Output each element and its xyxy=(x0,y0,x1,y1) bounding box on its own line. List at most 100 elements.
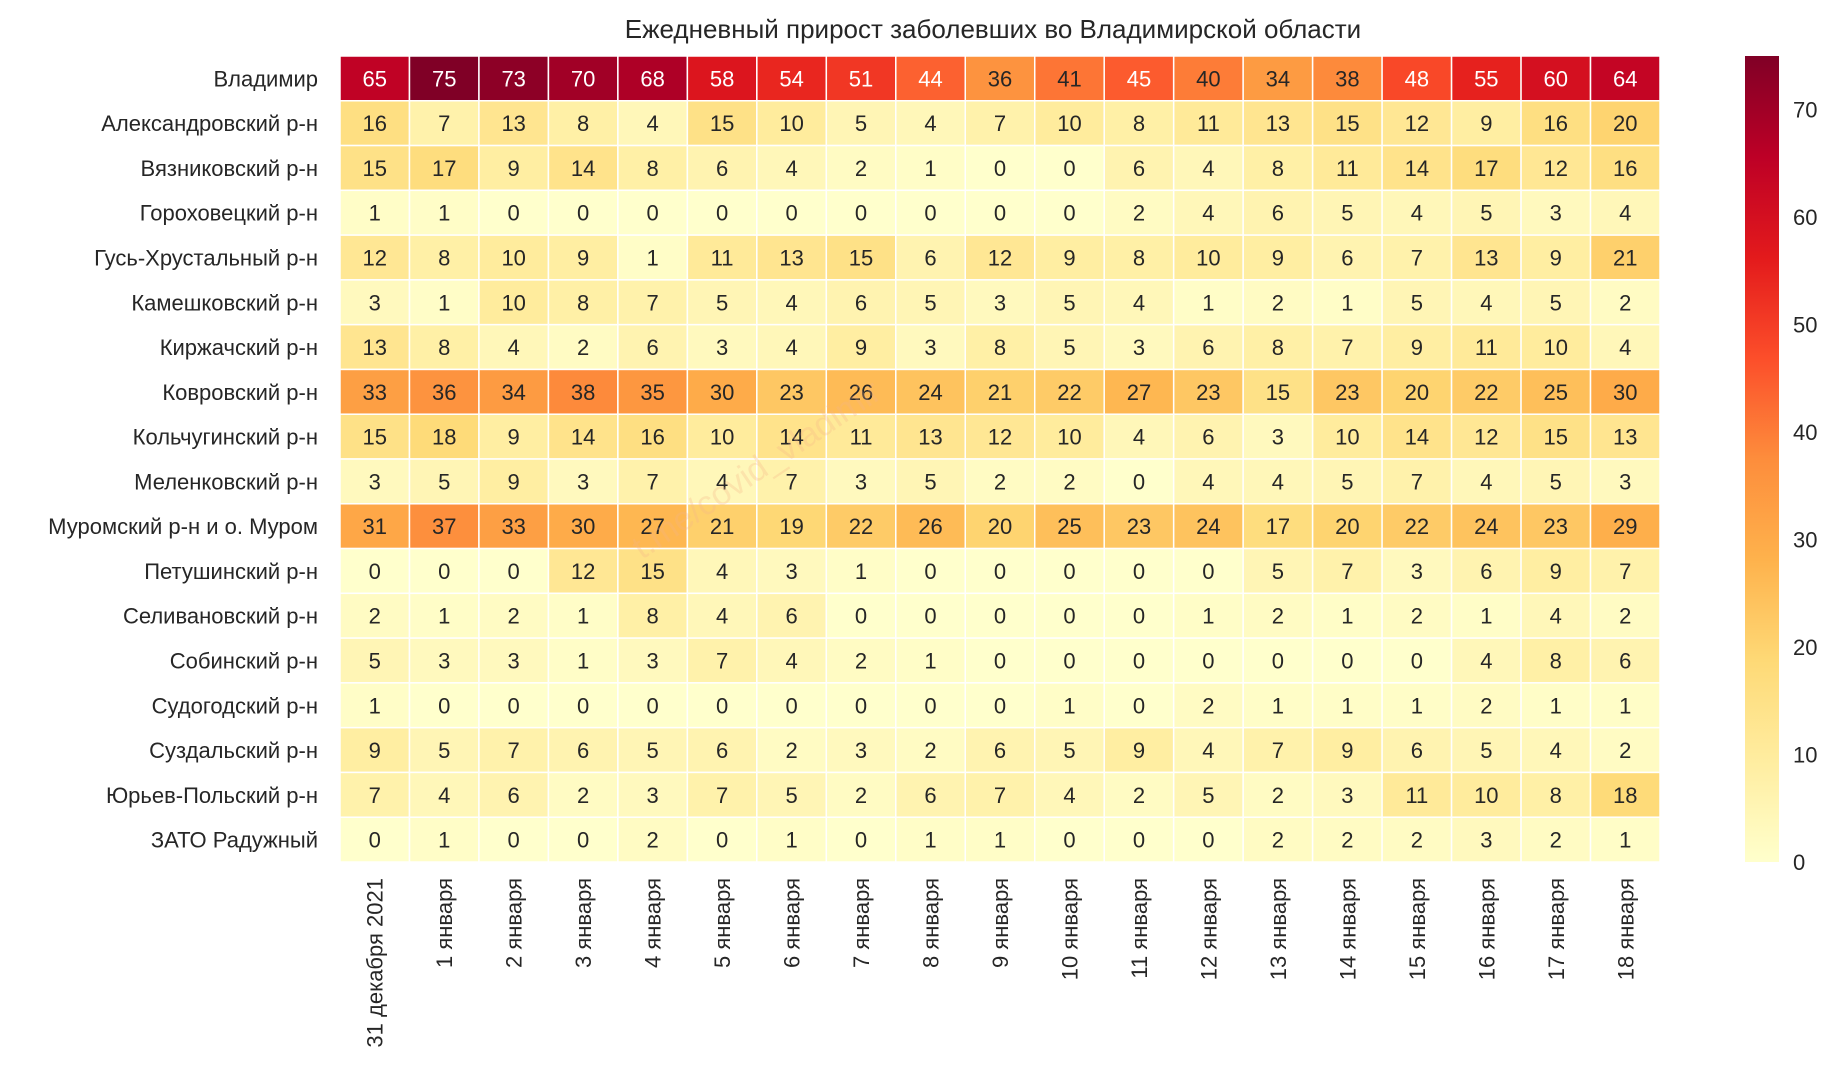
cell-value-label: 0 xyxy=(855,201,867,226)
cell-value-label: 29 xyxy=(1613,514,1637,539)
heatmap-cell xyxy=(1033,771,1105,818)
heatmap-cell xyxy=(1589,55,1661,102)
heatmap-cell xyxy=(547,816,619,863)
cell-value-label: 5 xyxy=(369,649,381,674)
colorbar-tick-label: 0 xyxy=(1793,850,1805,875)
cell-value-label: 16 xyxy=(362,111,386,136)
heatmap-cell xyxy=(686,682,758,729)
cell-value-label: 0 xyxy=(855,693,867,718)
cell-value-label: 18 xyxy=(432,425,456,450)
cell-value-label: 2 xyxy=(1411,828,1423,853)
cell-value-label: 0 xyxy=(994,649,1006,674)
heatmap-cell xyxy=(756,144,828,192)
cell-value-label: 8 xyxy=(647,156,659,181)
cell-value-label: 5 xyxy=(1550,290,1562,315)
heatmap-cell xyxy=(1103,144,1175,192)
heatmap-cell xyxy=(1589,682,1661,729)
heatmap-cell xyxy=(895,413,967,460)
cell-value-label: 3 xyxy=(369,290,381,315)
cell-value-label: 4 xyxy=(508,335,520,360)
cell-value-label: 3 xyxy=(716,335,728,360)
heatmap-cell xyxy=(756,279,828,326)
heatmap-cell xyxy=(756,189,828,236)
heatmap-cell xyxy=(756,592,828,639)
cell-value-label: 2 xyxy=(1272,783,1284,808)
cell-value-label: 17 xyxy=(432,156,456,181)
cell-value-label: 14 xyxy=(571,156,595,181)
cell-value-label: 8 xyxy=(577,111,589,136)
heatmap-cell xyxy=(1033,234,1105,281)
heatmap-cell xyxy=(617,503,689,550)
cell-value-label: 20 xyxy=(988,514,1012,539)
heatmap-cell xyxy=(1103,503,1175,550)
heatmap-cell xyxy=(617,234,689,281)
cell-value-label: 26 xyxy=(849,380,873,405)
cell-value-label: 64 xyxy=(1613,66,1637,91)
cell-value-label: 4 xyxy=(924,111,936,136)
cell-value-label: 4 xyxy=(716,469,728,494)
cell-value-label: 15 xyxy=(362,156,386,181)
row-label: Александровский р-н xyxy=(101,111,318,136)
column-label: 16 января xyxy=(1474,878,1499,980)
cell-value-label: 22 xyxy=(849,514,873,539)
cell-value-label: 51 xyxy=(849,66,873,91)
cell-value-label: 0 xyxy=(1202,649,1214,674)
cell-value-label: 6 xyxy=(1341,246,1353,271)
heatmap-cell xyxy=(964,279,1036,326)
cell-value-label: 1 xyxy=(994,828,1006,853)
cell-value-label: 11 xyxy=(1336,156,1359,181)
heatmap-cell xyxy=(1520,547,1592,595)
heatmap-cell xyxy=(339,234,411,281)
heatmap-cell xyxy=(339,771,411,818)
colorbar-tick-label: 60 xyxy=(1793,205,1817,230)
cell-value-labels: 65 75 73 70 68 58 54 51 44 36 41 45 40 34 38 48 55 60 6416… xyxy=(362,66,1637,852)
cell-value-label: 6 xyxy=(1133,156,1145,181)
heatmap-cell xyxy=(756,458,828,505)
heatmap-cell xyxy=(547,637,619,684)
cell-value-label: 3 xyxy=(438,649,450,674)
heatmap-cell xyxy=(408,100,480,147)
cell-value-label: 7 xyxy=(716,783,728,808)
heatmap-cell xyxy=(547,100,619,147)
cell-value-label: 1 xyxy=(369,201,381,226)
heatmap-cell xyxy=(1589,503,1661,550)
heatmap-cell xyxy=(964,55,1036,102)
row-label: Камешковский р-н xyxy=(131,290,318,315)
heatmap-cell xyxy=(1520,682,1592,729)
heatmap-cell xyxy=(686,323,758,371)
cell-value-label: 9 xyxy=(508,425,520,450)
heatmap-cell xyxy=(895,100,967,147)
cell-value-label: 7 xyxy=(1341,559,1353,584)
cell-value-label: 1 xyxy=(1202,604,1214,629)
cell-value-label: 1 xyxy=(438,828,450,853)
heatmap-cell xyxy=(825,413,897,460)
heatmap-cell xyxy=(478,637,550,684)
column-label: 7 января xyxy=(849,878,874,968)
heatmap-cell xyxy=(1381,503,1453,550)
cell-value-label: 12 xyxy=(1544,156,1568,181)
heatmap-cell xyxy=(1033,144,1105,192)
cell-value-label: 0 xyxy=(1063,156,1075,181)
heatmap-cell xyxy=(1520,816,1592,863)
heatmap-cell xyxy=(478,547,550,595)
row-label: Собинский р-н xyxy=(170,649,318,674)
heatmap-cell xyxy=(825,234,897,281)
cell-value-label: 0 xyxy=(1063,649,1075,674)
cell-value-label: 7 xyxy=(647,290,659,315)
cell-value-label: 10 xyxy=(779,111,803,136)
cell-value-label: 3 xyxy=(1272,425,1284,450)
cell-value-label: 13 xyxy=(1266,111,1290,136)
heatmap-cell xyxy=(478,279,550,326)
cell-value-label: 14 xyxy=(1405,156,1429,181)
cell-value-label: 8 xyxy=(994,335,1006,360)
heatmap-cell xyxy=(1450,547,1522,595)
cell-value-label: 21 xyxy=(1613,246,1637,271)
cell-value-label: 1 xyxy=(924,649,936,674)
cell-value-label: 0 xyxy=(1133,693,1145,718)
cell-value-label: 14 xyxy=(1405,425,1429,450)
heatmap-cell xyxy=(1589,323,1661,371)
heatmap-cell xyxy=(1381,637,1453,684)
cell-value-label: 19 xyxy=(779,514,803,539)
heatmap-cell xyxy=(1311,323,1383,371)
cell-value-label: 1 xyxy=(577,649,589,674)
